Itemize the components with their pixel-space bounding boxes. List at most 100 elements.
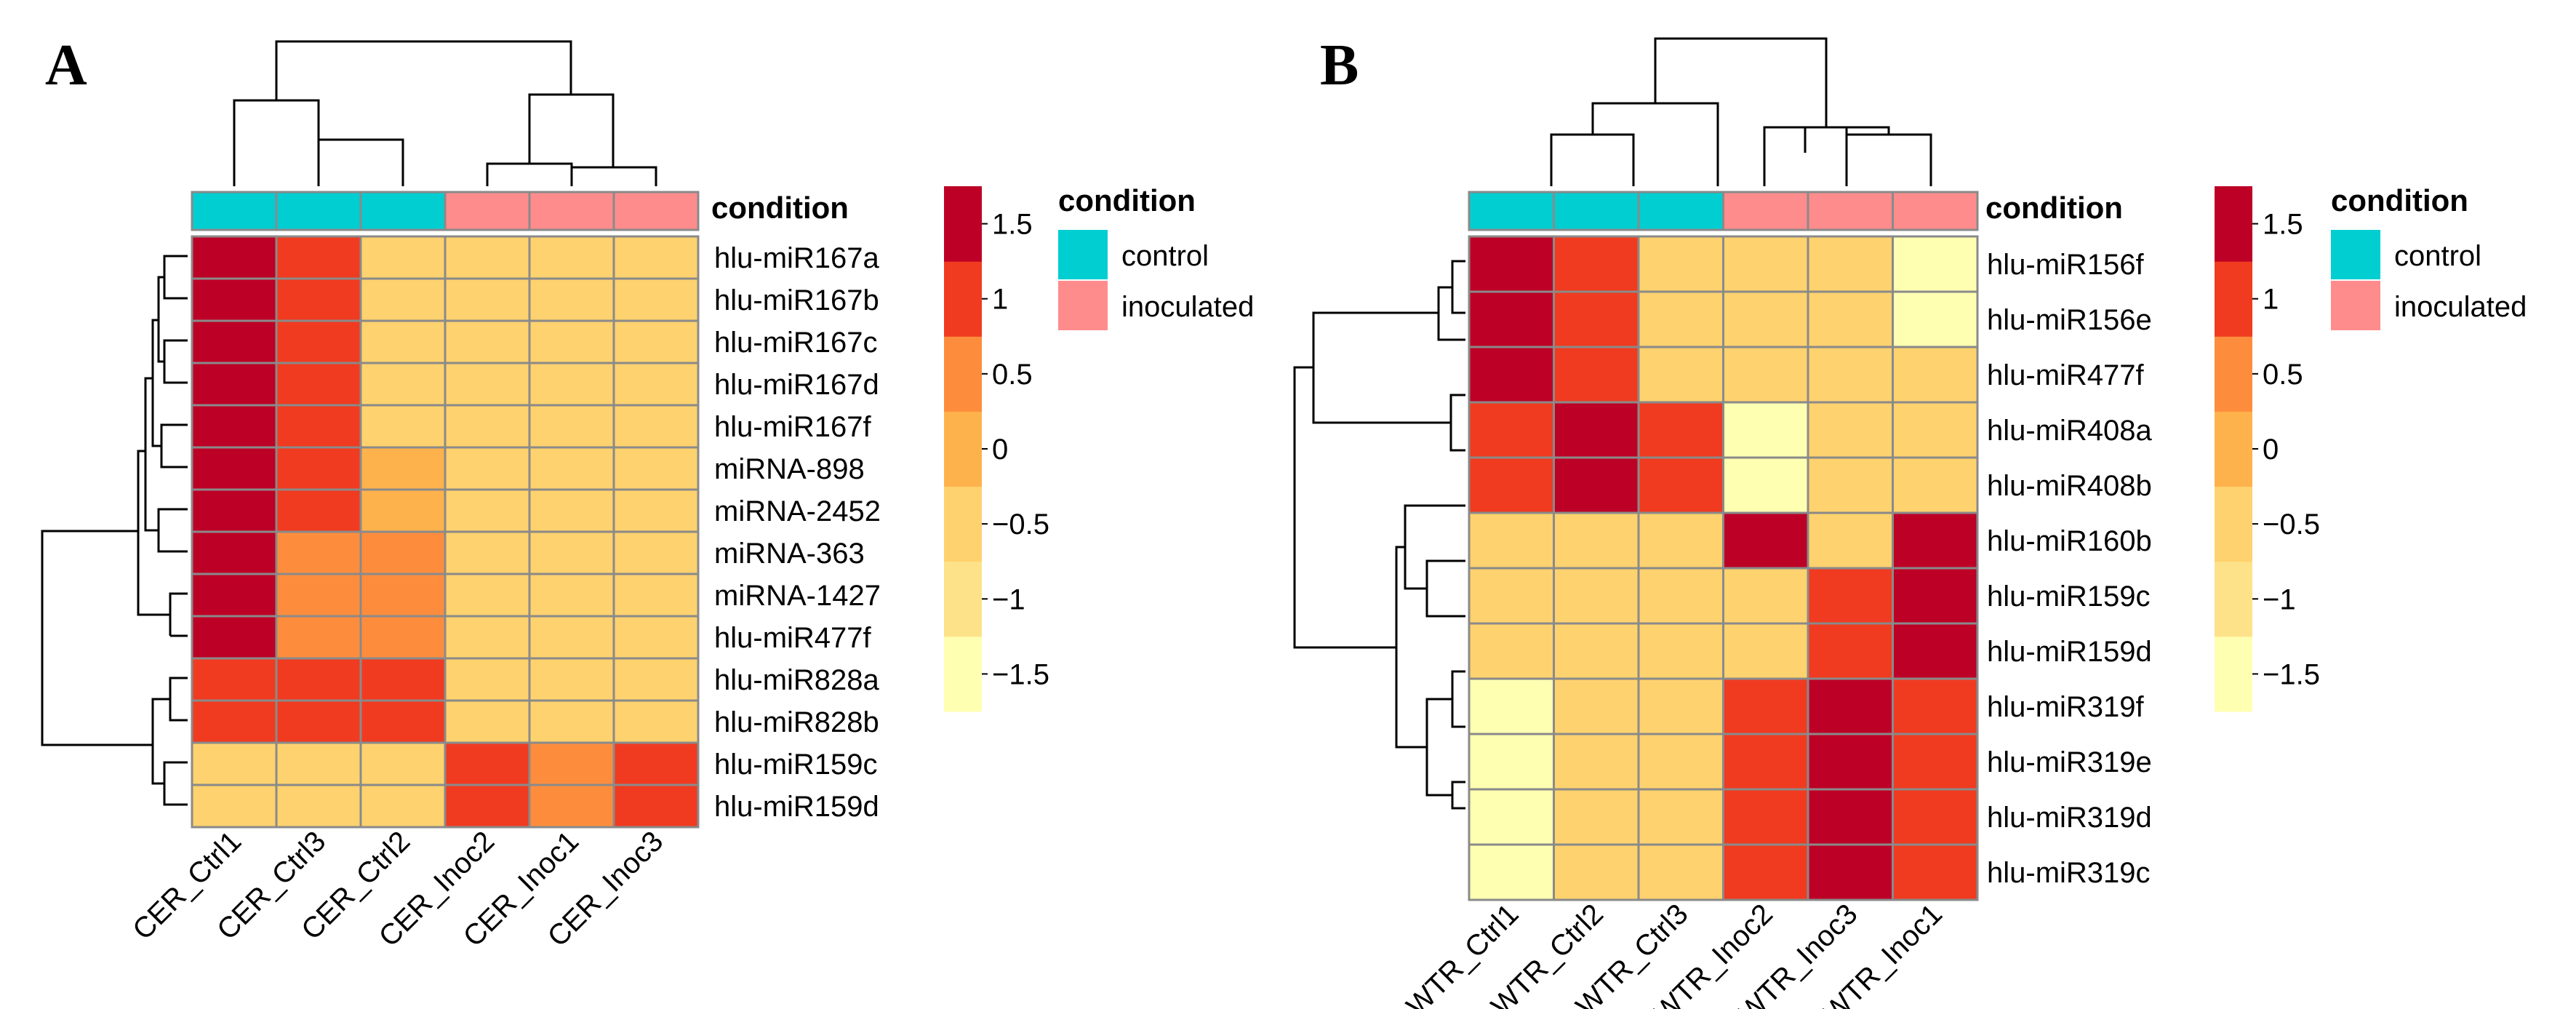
condition-cell-inoculated xyxy=(612,191,700,231)
heatmap-cell xyxy=(1722,788,1809,846)
heatmap-cell xyxy=(191,657,278,702)
color-scale-bin xyxy=(2215,636,2252,712)
heatmap-cell xyxy=(1553,346,1640,404)
heatmap-cell xyxy=(612,362,700,407)
heatmap-cell xyxy=(275,530,362,575)
condition-legend-title: condition xyxy=(1058,183,1196,218)
heatmap-cell xyxy=(1468,456,1555,514)
row-label: miRNA-1427 xyxy=(714,580,881,612)
legend-swatch-control xyxy=(1058,230,1108,279)
heatmap-cell xyxy=(191,699,278,744)
heatmap-cell xyxy=(528,573,615,618)
heatmap-cell xyxy=(275,446,362,491)
panel-label: A xyxy=(45,33,87,97)
heatmap-cell xyxy=(1892,677,1979,735)
heatmap-cell xyxy=(1637,677,1724,735)
heatmap-cell xyxy=(1722,401,1809,459)
heatmap-cell xyxy=(528,741,615,786)
legend-label-control: control xyxy=(2394,240,2481,272)
heatmap-cell xyxy=(359,362,447,407)
heatmap-cell xyxy=(275,277,362,322)
row-label: hlu-miR477f xyxy=(1987,359,2145,391)
heatmap-cell xyxy=(444,235,531,280)
heatmap-cell xyxy=(444,741,531,786)
heatmap-cell xyxy=(1468,511,1555,570)
heatmap-cell xyxy=(1637,843,1724,901)
color-scale-bin xyxy=(2215,486,2252,562)
heatmap-cell xyxy=(444,277,531,322)
heatmap-cell xyxy=(275,615,362,660)
heatmap-cell xyxy=(528,657,615,702)
color-scale-bin xyxy=(944,186,982,262)
heatmap-cell xyxy=(1892,567,1979,625)
heatmap-cell xyxy=(359,277,447,322)
heatmap-cell xyxy=(1553,511,1640,570)
heatmap-cell xyxy=(444,573,531,618)
condition-cell-inoculated xyxy=(444,191,531,231)
heatmap-cell xyxy=(1637,456,1724,514)
condition-legend: condition control inoculated xyxy=(1058,183,1254,330)
heatmap-cell xyxy=(359,319,447,364)
condition-cell-inoculated xyxy=(528,191,615,231)
condition-cell-inoculated xyxy=(1722,191,1809,231)
heatmap-cell xyxy=(1468,733,1555,791)
heatmap-cell xyxy=(1468,346,1555,404)
heatmap-cell xyxy=(359,573,447,618)
row-label: hlu-miR156f xyxy=(1987,249,2145,281)
color-scale-bin xyxy=(2215,261,2252,337)
heatmap-cell xyxy=(1722,235,1809,293)
heatmap-cell xyxy=(275,783,362,829)
heatmap-cell xyxy=(1807,290,1894,348)
heatmap-cell xyxy=(528,235,615,280)
heatmap-cell xyxy=(191,741,278,786)
heatmap-cell xyxy=(1892,290,1979,348)
heatmap-cell xyxy=(1722,511,1809,570)
heatmap-cell xyxy=(275,699,362,744)
color-scale-tick-label: 1.5 xyxy=(992,209,1033,241)
row-labels: hlu-miR167a hlu-miR167b hlu-miR167c hlu-miR… xyxy=(714,242,881,823)
heatmap-cell xyxy=(528,699,615,744)
color-scale-bin xyxy=(2215,336,2252,412)
heatmap-cell xyxy=(1553,401,1640,459)
heatmap-cell xyxy=(528,277,615,322)
column-dendrogram xyxy=(233,40,657,186)
heatmap-cell xyxy=(1892,346,1979,404)
heatmap-cell xyxy=(191,277,278,322)
row-labels: hlu-miR156f hlu-miR156e hlu-miR477f hlu-miR… xyxy=(1987,249,2153,889)
row-label: hlu-miR477f xyxy=(714,622,872,654)
heatmap-cell xyxy=(444,404,531,449)
heatmap-cell xyxy=(359,235,447,280)
color-scale-tick-label: −1 xyxy=(992,583,1025,615)
legend-label-inoculated: inoculated xyxy=(2394,291,2527,323)
row-dendrogram xyxy=(1293,260,1465,810)
heatmap-cell xyxy=(359,404,447,449)
heatmap-cell xyxy=(612,783,700,829)
row-label: miRNA-363 xyxy=(714,538,865,570)
heatmap-cell xyxy=(1637,401,1724,459)
condition-legend: condition control inoculated xyxy=(2331,183,2527,330)
color-scale-tick-label: −1.5 xyxy=(2263,658,2320,690)
row-label: hlu-miR408a xyxy=(1987,415,2153,447)
heatmap-cells xyxy=(1468,235,1979,901)
heatmap-cell xyxy=(444,530,531,575)
heatmap-cell xyxy=(1807,346,1894,404)
condition-cell-control xyxy=(359,191,447,231)
heatmap-cell xyxy=(1807,622,1894,680)
heatmap-cell xyxy=(275,741,362,786)
row-label: hlu-miR319c xyxy=(1987,857,2151,889)
color-scale-bin xyxy=(944,411,982,487)
heatmap-cell xyxy=(1722,290,1809,348)
row-label: hlu-miR167b xyxy=(714,284,879,316)
heatmap-cell xyxy=(1553,788,1640,846)
color-scale-bin xyxy=(944,636,982,712)
heatmap-cell xyxy=(612,657,700,702)
heatmap-cell xyxy=(191,235,278,280)
heatmap-cell xyxy=(359,488,447,533)
heatmap-cell xyxy=(612,573,700,618)
heatmap-cell xyxy=(1468,622,1555,680)
heatmap-cell xyxy=(1892,511,1979,570)
heatmap-cell xyxy=(1892,456,1979,514)
heatmap-cell xyxy=(359,657,447,702)
heatmap-cell xyxy=(1468,567,1555,625)
heatmap-cell xyxy=(1807,456,1894,514)
